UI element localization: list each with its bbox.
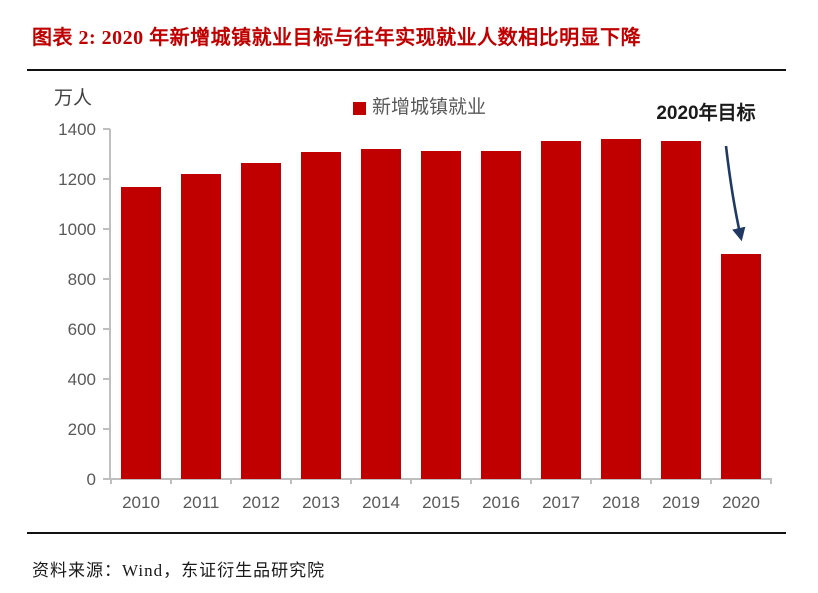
- y-axis-line: [109, 129, 111, 480]
- y-tick-label-600: 600: [67, 320, 96, 339]
- y-tick-mark-1000: [103, 228, 110, 230]
- x-tick-label-2010: 2010: [122, 493, 160, 512]
- y-tick-mark-200: [103, 428, 110, 430]
- y-tick-label-1400: 1400: [58, 120, 96, 139]
- y-tick-label-0: 0: [86, 470, 96, 489]
- x-tick-mark-1: [170, 479, 172, 484]
- x-tick-label-2016: 2016: [482, 493, 520, 512]
- y-tick-label-800: 800: [67, 270, 96, 289]
- bar-2011: [181, 173, 221, 479]
- x-tick-mark-4: [350, 479, 352, 484]
- title-divider: [27, 69, 786, 71]
- bar-2018: [601, 138, 641, 479]
- x-tick-label-2013: 2013: [302, 493, 340, 512]
- bar-2019: [661, 141, 701, 479]
- y-tick-mark-1200: [103, 178, 110, 180]
- x-tick-mark-9: [650, 479, 652, 484]
- x-tick-label-2012: 2012: [242, 493, 280, 512]
- bar-2020: [721, 254, 761, 479]
- target-annotation: 2020年目标: [656, 103, 756, 124]
- y-tick-label-200: 200: [67, 420, 96, 439]
- y-tick-mark-600: [103, 328, 110, 330]
- y-tick-label-1200: 1200: [58, 170, 96, 189]
- x-tick-label-2014: 2014: [362, 493, 400, 512]
- bar-2015: [421, 151, 461, 479]
- x-tick-label-2018: 2018: [602, 493, 640, 512]
- y-tick-mark-800: [103, 278, 110, 280]
- source-note: 资料来源：Wind，东证衍生品研究院: [32, 561, 326, 580]
- x-tick-label-2011: 2011: [182, 493, 220, 512]
- bar-2017: [541, 141, 581, 479]
- bar-2012: [241, 162, 281, 479]
- legend-swatch-icon: [353, 101, 366, 115]
- bar-2014: [361, 148, 401, 479]
- x-tick-mark-5: [410, 479, 412, 484]
- y-tick-label-1000: 1000: [58, 220, 96, 239]
- bar-2010: [121, 187, 161, 479]
- x-tick-label-2015: 2015: [422, 493, 460, 512]
- x-axis-line: [109, 478, 772, 480]
- x-tick-mark-2: [230, 479, 232, 484]
- x-tick-mark-10: [710, 479, 712, 484]
- chart-legend: 新增城镇就业: [353, 97, 487, 119]
- x-tick-mark-7: [530, 479, 532, 484]
- x-tick-label-2020: 2020: [722, 493, 760, 512]
- y-tick-mark-1400: [103, 128, 110, 130]
- bar-2013: [301, 151, 341, 479]
- figure-title: 图表 2: 2020 年新增城镇就业目标与往年实现就业人数相比明显下降: [32, 27, 642, 49]
- x-tick-label-2017: 2017: [542, 493, 580, 512]
- x-tick-mark-11: [770, 479, 772, 484]
- y-tick-mark-400: [103, 378, 110, 380]
- legend-label: 新增城镇就业: [372, 97, 487, 118]
- x-tick-label-2019: 2019: [662, 493, 700, 512]
- y-axis-unit-label: 万人: [54, 88, 93, 109]
- x-tick-mark-6: [470, 479, 472, 484]
- bar-2016: [481, 150, 521, 479]
- y-tick-mark-0: [103, 478, 110, 480]
- x-tick-mark-3: [290, 479, 292, 484]
- y-tick-label-400: 400: [67, 370, 96, 389]
- x-tick-mark-8: [590, 479, 592, 484]
- target-arrow-icon: [724, 145, 746, 242]
- x-tick-mark-0: [110, 479, 112, 484]
- footer-divider: [27, 532, 786, 534]
